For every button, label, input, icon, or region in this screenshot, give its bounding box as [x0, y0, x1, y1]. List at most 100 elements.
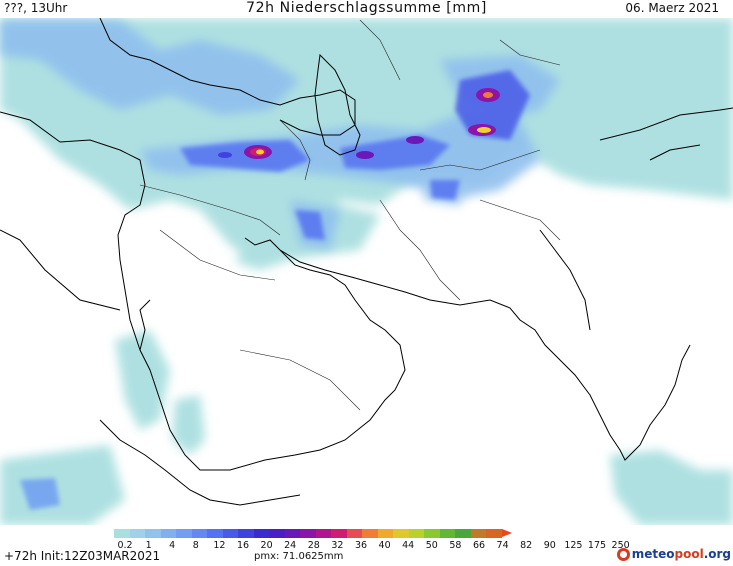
legend-color-bar — [114, 529, 512, 538]
legend-tick: 44 — [402, 540, 415, 551]
legend-swatch — [362, 529, 378, 538]
color-legend: 0.2 1 4 8 12 16 20 24 28 32 36 40 44 50 58 66 74 82 90 125 1… — [114, 529, 634, 553]
border-india-pakistan — [479, 199, 561, 241]
border-turkey-iran — [279, 119, 311, 181]
caspian-coast — [314, 53, 361, 156]
precip-south-blue — [430, 180, 460, 200]
legend-tick: 32 — [331, 540, 344, 551]
black-sea-coast — [99, 18, 356, 136]
legend-tick: 12 — [213, 540, 226, 551]
legend-swatch — [160, 529, 176, 538]
legend-swatch — [207, 529, 223, 538]
precip-caspian-blue — [340, 135, 450, 170]
legend-swatch — [129, 529, 145, 538]
northeast-border — [649, 144, 701, 161]
legend-swatch — [408, 529, 424, 538]
precip-red-sea-light — [115, 330, 170, 430]
legend-swatch — [439, 529, 455, 538]
precip-eritrea-light — [172, 395, 205, 455]
legend-swatch — [393, 529, 409, 538]
precip-africa-blue — [20, 478, 60, 510]
iran-india-coast — [279, 249, 691, 461]
max-precip-label: pmx: 71.0625mm — [254, 551, 344, 562]
legend-tick: 66 — [472, 540, 486, 551]
legend-swatch — [486, 529, 502, 538]
precip-peak-yellow-1 — [256, 149, 264, 155]
india-interior-line — [539, 229, 591, 331]
precip-turkey-blue — [180, 140, 310, 172]
legend-swatch — [284, 529, 300, 538]
country-borders — [139, 19, 561, 411]
map-title: 72h Niederschlagssumme [mm] — [246, 0, 487, 16]
legend-tick: 125 — [564, 540, 583, 551]
precip-peak-yellow-3 — [477, 127, 491, 133]
legend-tick: 250 — [611, 540, 630, 551]
legend-swatch — [300, 529, 316, 538]
legend-tick: 0.2 — [117, 540, 133, 551]
legend-tick: 40 — [378, 540, 391, 551]
arabian-peninsula-coast — [59, 139, 406, 471]
precip-pamir-blue — [455, 70, 530, 140]
logo-text: meteopool.org — [631, 547, 731, 561]
legend-tick: 1 — [145, 540, 152, 551]
legend-swatch — [315, 529, 331, 538]
map-header: ???, 13Uhr 72h Niederschlagssumme [mm] 0… — [0, 0, 733, 18]
legend-swatch — [331, 529, 347, 538]
legend-tick-labels: 0.2 1 4 8 12 16 20 24 28 32 36 40 44 50 58 66 74 82 90 125 1… — [114, 540, 634, 552]
legend-tick: 36 — [354, 540, 368, 551]
precip-peak-layer — [218, 88, 500, 159]
legend-swatch — [455, 529, 471, 538]
legend-swatch — [238, 529, 254, 538]
legend-swatch — [501, 529, 512, 537]
legend-tick: 28 — [307, 540, 320, 551]
precip-europe-mid — [0, 20, 300, 115]
border-china — [499, 39, 561, 66]
border-saudi-north — [159, 229, 276, 281]
legend-tick: 16 — [236, 540, 250, 551]
legend-tick: 58 — [449, 540, 462, 551]
legend-tick: 8 — [192, 540, 199, 551]
legend-tick: 175 — [587, 540, 607, 551]
legend-tick: 20 — [260, 540, 273, 551]
precip-srilanka-light — [610, 450, 733, 525]
legend-swatch — [377, 529, 393, 538]
precip-peak-deep-6 — [218, 152, 232, 158]
meteopool-logo[interactable]: meteopool.org — [616, 545, 731, 563]
coastlines — [0, 18, 733, 506]
legend-swatch — [114, 529, 130, 538]
border-afghan-north — [419, 149, 541, 171]
legend-tick: 82 — [520, 540, 533, 551]
precip-peak-purple-5 — [406, 136, 424, 144]
egypt-border — [0, 229, 121, 311]
precip-peak-purple-4 — [356, 151, 374, 159]
valid-time-label: ???, 13Uhr — [4, 1, 68, 15]
precip-iran-blue — [295, 210, 325, 240]
precip-east-light — [690, 130, 733, 195]
legend-swatch — [470, 529, 486, 538]
legend-tick: 50 — [425, 540, 438, 551]
legend-tick: 74 — [496, 540, 509, 551]
precipitation-map — [0, 18, 733, 525]
legend-tick: 24 — [284, 540, 297, 551]
border-iraq — [139, 184, 281, 236]
border-kazakh — [359, 19, 401, 81]
legend-swatch — [191, 529, 207, 538]
precip-blue-layer — [20, 70, 530, 510]
africa-horn-coast — [99, 419, 301, 506]
legend-swatch — [145, 529, 161, 538]
legend-swatch — [253, 529, 269, 538]
forecast-init-label: +72h Init:12Z03MAR2021 — [4, 549, 161, 563]
legend-swatch — [346, 529, 362, 538]
legend-tick: 4 — [169, 540, 176, 551]
legend-swatch — [222, 529, 238, 538]
northeast-coast — [599, 107, 733, 141]
red-sea-west — [139, 299, 151, 351]
legend-swatch — [176, 529, 192, 538]
border-pakistan — [379, 199, 461, 301]
legend-tick: 90 — [543, 540, 556, 551]
border-saudi-yemen — [239, 349, 361, 411]
mediterranean-coast — [0, 111, 61, 143]
logo-icon — [616, 547, 630, 561]
legend-swatch — [269, 529, 285, 538]
precip-peak-orange-2 — [483, 92, 493, 98]
